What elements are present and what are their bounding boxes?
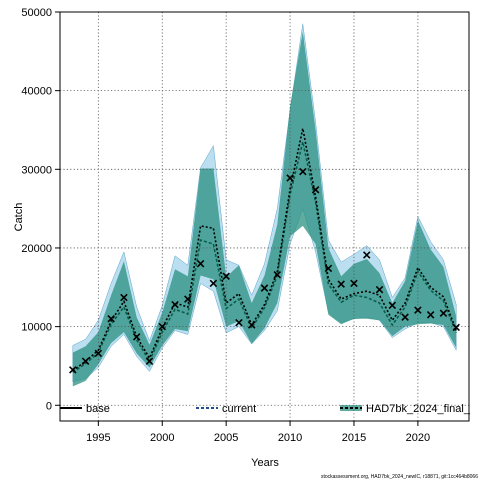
- observed-point: [260, 284, 269, 292]
- observed-point: [247, 321, 256, 329]
- observed-point: [401, 313, 409, 321]
- observed-point: [81, 357, 90, 365]
- tick-labels: 1995 2000 2005 2010 2015 2020 0 10000 20000 30000…: [21, 7, 430, 444]
- observed-point: [452, 323, 460, 332]
- observed-point: [299, 167, 307, 176]
- observed-point: [350, 279, 358, 288]
- x-tick-label: 2020: [406, 432, 430, 444]
- observed-point: [439, 309, 448, 318]
- x-tick-label: 2010: [278, 432, 302, 444]
- x-tick-label: 2015: [342, 432, 366, 444]
- y-tick-label: 40000: [21, 86, 52, 98]
- y-axis-label: Catch: [13, 203, 25, 232]
- observed-point: [286, 174, 294, 182]
- observed-point: [337, 280, 345, 288]
- axes: [59, 11, 470, 422]
- observed-point: [158, 322, 167, 331]
- observed-point: [107, 314, 115, 323]
- legend-label: current: [222, 403, 256, 415]
- y-tick-label: 0: [46, 400, 52, 412]
- x-axis-label: Years: [251, 457, 279, 469]
- observed-points: [69, 167, 460, 374]
- legend-label: HAD7bk_2024_final_: [366, 403, 471, 415]
- confidence-bands: [72, 23, 457, 387]
- legend: base current HAD7bk_2024_final_: [60, 403, 471, 415]
- legend-label: base: [86, 403, 110, 415]
- observed-point: [375, 285, 384, 294]
- observed-point: [120, 293, 128, 302]
- observed-point: [235, 318, 243, 327]
- band-final: [72, 31, 457, 387]
- observed-point: [324, 264, 333, 273]
- footnote: stockassessment.org, HAD7bk_2024_newIC, …: [321, 474, 478, 480]
- observed-point: [209, 279, 218, 288]
- observed-point: [414, 306, 422, 314]
- observed-point: [145, 357, 154, 365]
- y-tick-label: 20000: [21, 243, 52, 255]
- x-tick-label: 2000: [150, 432, 174, 444]
- observed-point: [196, 259, 205, 268]
- observed-point: [184, 295, 192, 303]
- observed-point: [388, 301, 397, 310]
- observed-point: [171, 300, 179, 309]
- y-tick-label: 10000: [21, 322, 52, 334]
- observed-point: [132, 333, 141, 341]
- observed-point: [94, 349, 103, 358]
- y-tick-label: 50000: [21, 7, 52, 19]
- observed-point: [426, 311, 435, 319]
- observed-point: [69, 366, 77, 374]
- observed-point: [362, 251, 371, 259]
- line-final: [72, 141, 457, 373]
- x-tick-label: 2005: [214, 432, 238, 444]
- x-tick-label: 1995: [86, 432, 110, 444]
- observed-point: [273, 270, 282, 279]
- observed-point: [222, 272, 230, 281]
- plot-frame: [59, 11, 470, 422]
- observed-point: [311, 185, 320, 194]
- y-tick-label: 30000: [21, 164, 52, 176]
- grid-lines: [60, 11, 469, 421]
